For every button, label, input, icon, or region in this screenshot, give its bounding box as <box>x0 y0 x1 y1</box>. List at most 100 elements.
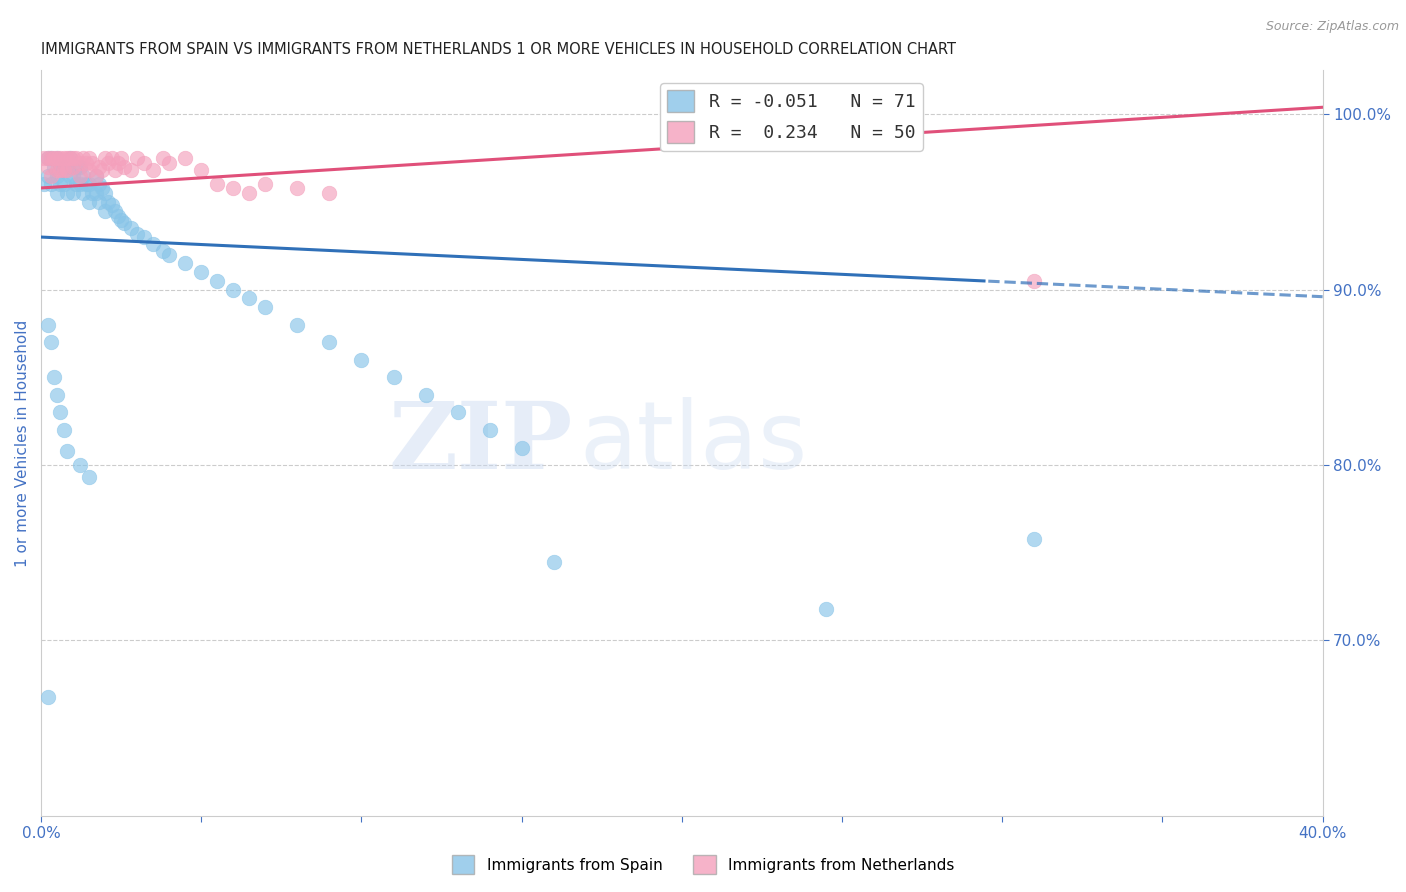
Point <box>34 178 56 192</box>
Point <box>222 181 245 195</box>
Text: atlas: atlas <box>579 397 807 489</box>
Point <box>174 151 197 165</box>
Point <box>49 405 72 419</box>
Point <box>55 186 77 201</box>
Point <box>84 186 107 201</box>
Point <box>46 151 69 165</box>
Point <box>69 458 91 472</box>
Point <box>75 156 97 170</box>
Point <box>120 163 142 178</box>
Point <box>55 160 77 174</box>
Point <box>65 151 87 165</box>
Point <box>37 151 59 165</box>
Point <box>52 160 75 174</box>
Point <box>62 169 84 183</box>
Point <box>82 186 104 201</box>
Point <box>55 444 77 458</box>
Point <box>39 151 62 165</box>
Point <box>52 423 75 437</box>
Point <box>107 209 129 223</box>
Text: ZIP: ZIP <box>388 398 572 488</box>
Point <box>94 151 117 165</box>
Point <box>34 151 56 165</box>
Point <box>97 194 120 209</box>
Point <box>110 212 132 227</box>
Point <box>190 265 212 279</box>
Point <box>814 602 837 616</box>
Point <box>110 151 132 165</box>
Point <box>69 160 91 174</box>
Point <box>543 555 565 569</box>
Point <box>37 151 59 165</box>
Point <box>46 151 69 165</box>
Point <box>39 151 62 165</box>
Point <box>478 423 501 437</box>
Point <box>318 335 340 350</box>
Point <box>39 178 62 192</box>
Point <box>49 163 72 178</box>
Point <box>77 194 100 209</box>
Point <box>120 221 142 235</box>
Point <box>49 151 72 165</box>
Point <box>65 178 87 192</box>
Point <box>94 203 117 218</box>
Point <box>72 169 94 183</box>
Point <box>107 156 129 170</box>
Point <box>62 186 84 201</box>
Point <box>69 156 91 170</box>
Point <box>100 198 122 212</box>
Point <box>59 169 82 183</box>
Point <box>52 163 75 178</box>
Point <box>69 169 91 183</box>
Point <box>42 151 65 165</box>
Point <box>37 160 59 174</box>
Point <box>39 335 62 350</box>
Point <box>46 388 69 402</box>
Point <box>55 151 77 165</box>
Point <box>190 163 212 178</box>
Point <box>37 318 59 332</box>
Point <box>65 160 87 174</box>
Point <box>72 151 94 165</box>
Point <box>238 292 260 306</box>
Point <box>62 151 84 165</box>
Point <box>87 194 110 209</box>
Point <box>46 169 69 183</box>
Legend: R = -0.051   N = 71, R =  0.234   N = 50: R = -0.051 N = 71, R = 0.234 N = 50 <box>659 83 922 151</box>
Point <box>62 160 84 174</box>
Point <box>39 169 62 183</box>
Point <box>207 178 229 192</box>
Point <box>59 151 82 165</box>
Point <box>446 405 468 419</box>
Point <box>157 156 180 170</box>
Point <box>238 186 260 201</box>
Point <box>75 178 97 192</box>
Point <box>87 178 110 192</box>
Point <box>49 160 72 174</box>
Point <box>42 160 65 174</box>
Point <box>37 169 59 183</box>
Point <box>142 163 165 178</box>
Point <box>97 156 120 170</box>
Point <box>112 160 135 174</box>
Point <box>49 178 72 192</box>
Point <box>55 163 77 178</box>
Text: Source: ZipAtlas.com: Source: ZipAtlas.com <box>1265 20 1399 33</box>
Point <box>52 151 75 165</box>
Point <box>91 181 114 195</box>
Point <box>104 203 127 218</box>
Point <box>127 227 149 241</box>
Point <box>132 230 155 244</box>
Point <box>46 163 69 178</box>
Point <box>84 169 107 183</box>
Point <box>42 370 65 384</box>
Point <box>77 151 100 165</box>
Point <box>415 388 437 402</box>
Legend: Immigrants from Spain, Immigrants from Netherlands: Immigrants from Spain, Immigrants from N… <box>446 849 960 880</box>
Point <box>382 370 405 384</box>
Point <box>157 247 180 261</box>
Point <box>254 178 277 192</box>
Point <box>287 181 309 195</box>
Text: IMMIGRANTS FROM SPAIN VS IMMIGRANTS FROM NETHERLANDS 1 OR MORE VEHICLES IN HOUSE: IMMIGRANTS FROM SPAIN VS IMMIGRANTS FROM… <box>41 42 956 57</box>
Point <box>350 352 373 367</box>
